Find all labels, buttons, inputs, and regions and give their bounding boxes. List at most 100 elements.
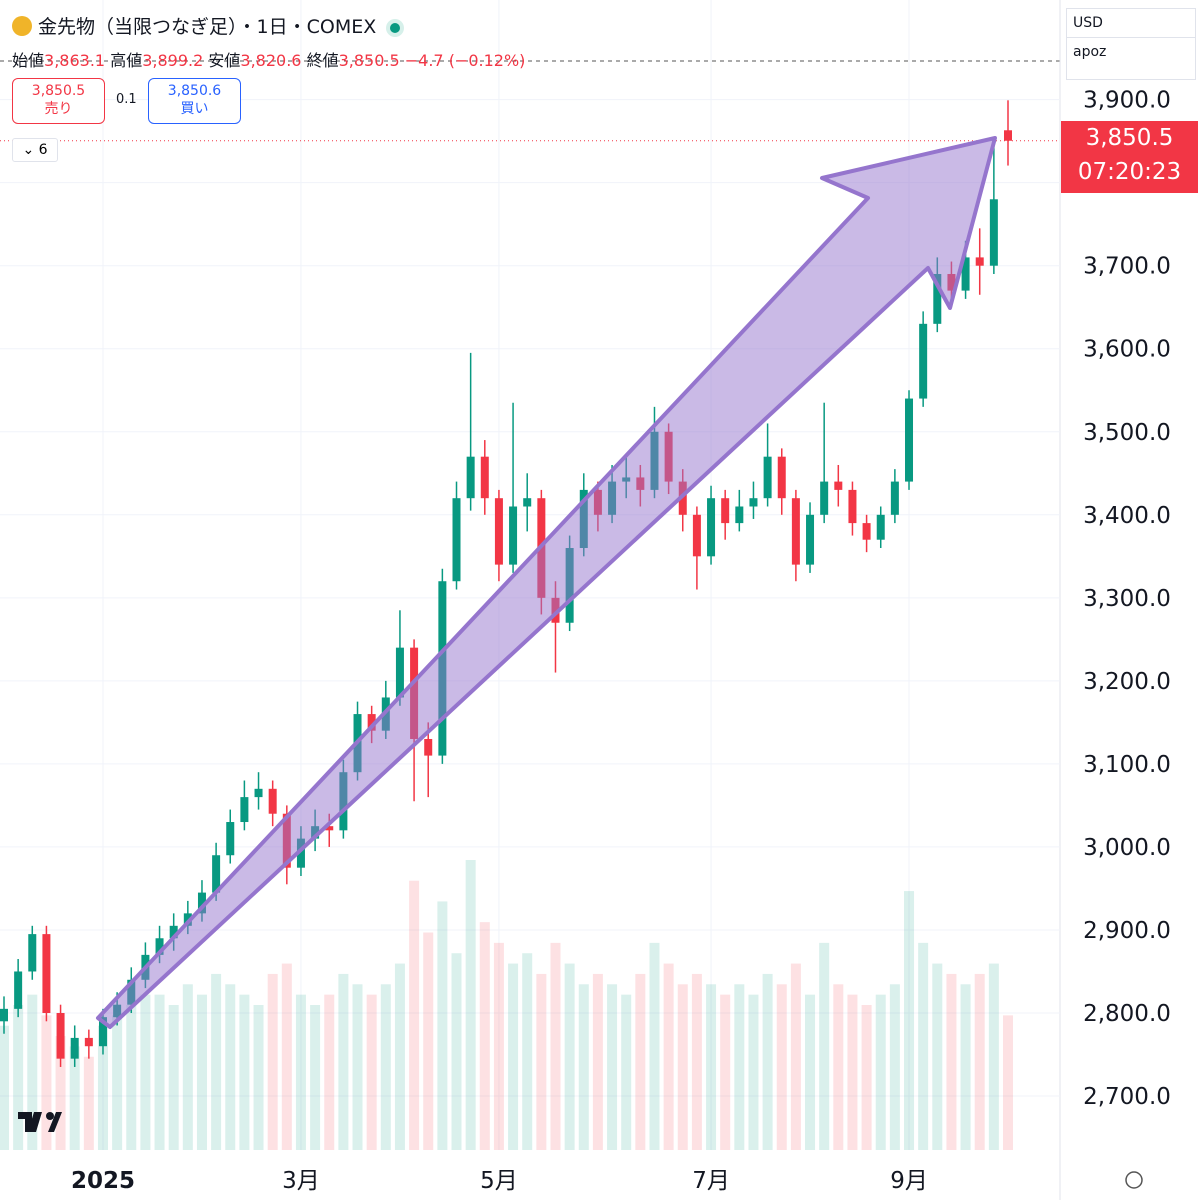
volume-bar bbox=[493, 942, 504, 1150]
candle-body bbox=[424, 738, 433, 756]
label: 終値 bbox=[306, 51, 339, 70]
value: 3,820.6 bbox=[240, 51, 302, 70]
x-tick-label: 3月 bbox=[282, 1168, 320, 1194]
indicator-count: 6 bbox=[38, 142, 48, 158]
volume-bar bbox=[720, 994, 731, 1150]
last-price: 3,850.5 bbox=[1085, 124, 1174, 151]
volume-bar bbox=[904, 891, 915, 1150]
y-tick-label: 2,700.0 bbox=[1083, 1084, 1171, 1110]
candle-body bbox=[367, 714, 376, 731]
volume-bar bbox=[691, 973, 702, 1150]
market-status bbox=[390, 23, 401, 33]
volume-bar bbox=[522, 953, 533, 1150]
candle-body bbox=[325, 826, 334, 831]
volume-bar bbox=[239, 994, 250, 1150]
y-tick-label: 3,900.0 bbox=[1083, 88, 1171, 114]
volume-bar bbox=[889, 984, 900, 1150]
volume-bar bbox=[861, 1005, 872, 1150]
candle-body bbox=[1004, 130, 1012, 141]
volume-bar bbox=[253, 1005, 264, 1150]
volume-bar bbox=[437, 901, 448, 1150]
candle-body bbox=[14, 971, 23, 1009]
volume-bar bbox=[635, 973, 646, 1150]
y-tick-label: 3,200.0 bbox=[1083, 669, 1171, 695]
candle-body bbox=[268, 788, 277, 814]
buy-button[interactable]: 3,850.6 買い bbox=[148, 78, 241, 124]
volume-bar bbox=[281, 963, 292, 1150]
volume-bar bbox=[394, 963, 405, 1150]
unit: apoz bbox=[1067, 37, 1195, 66]
y-tick-label: 3,500.0 bbox=[1083, 420, 1171, 446]
volume-bar bbox=[946, 973, 957, 1150]
y-tick-label: 3,000.0 bbox=[1083, 835, 1171, 861]
volume-bar bbox=[706, 984, 717, 1150]
volume-bar bbox=[918, 942, 929, 1150]
volume-bar bbox=[776, 984, 787, 1150]
candle-body bbox=[834, 481, 843, 490]
settings-icon[interactable] bbox=[1125, 1171, 1143, 1189]
volume-bar bbox=[182, 984, 193, 1150]
candle-body bbox=[452, 498, 461, 582]
candle-body bbox=[777, 456, 786, 499]
volume-bar bbox=[479, 922, 490, 1150]
candle-body bbox=[509, 506, 518, 565]
candle-body bbox=[989, 199, 998, 266]
candle-body bbox=[975, 257, 984, 266]
candle-body bbox=[395, 647, 404, 698]
volume-bar bbox=[734, 984, 745, 1150]
candle-body bbox=[494, 498, 503, 565]
buy-label: 買い bbox=[180, 101, 209, 117]
volume-bar bbox=[83, 1056, 94, 1150]
candle-body bbox=[735, 506, 744, 524]
buy-price: 3,850.6 bbox=[167, 83, 222, 99]
tv-logo bbox=[18, 1112, 62, 1132]
volume-bar bbox=[974, 973, 985, 1150]
volume-bar bbox=[508, 963, 519, 1150]
candle-body bbox=[466, 456, 475, 499]
indicators-toggle[interactable]: ⌄ 6 bbox=[12, 138, 58, 162]
candle-body bbox=[226, 822, 235, 856]
label: 始値 bbox=[12, 51, 45, 70]
volume-bar bbox=[295, 994, 306, 1150]
volume-bar bbox=[338, 973, 349, 1150]
volume-bar bbox=[748, 994, 759, 1150]
volume-bar bbox=[196, 994, 207, 1150]
y-tick-label: 2,900.0 bbox=[1083, 918, 1171, 944]
y-tick-label: 3,300.0 bbox=[1083, 586, 1171, 612]
candle-body bbox=[56, 1012, 65, 1059]
volume-bar bbox=[69, 1046, 80, 1150]
volume-bar bbox=[0, 1025, 9, 1150]
volume-bar bbox=[451, 953, 462, 1150]
volume-bar bbox=[790, 963, 801, 1150]
currency-box[interactable]: USD apoz bbox=[1066, 8, 1196, 80]
candle-body bbox=[820, 481, 829, 515]
title: 金先物（当限つなぎ足）・1日・COMEX bbox=[38, 16, 377, 38]
candle-body bbox=[763, 456, 772, 499]
candle-body bbox=[707, 498, 716, 557]
title-row: 金先物（当限つなぎ足）・1日・COMEX bbox=[12, 12, 401, 39]
y-tick-label: 3,600.0 bbox=[1083, 337, 1171, 363]
value: 3,850.5 bbox=[338, 51, 400, 70]
candle-body bbox=[212, 855, 221, 893]
volume-bar bbox=[988, 963, 999, 1150]
candle-body bbox=[791, 498, 800, 565]
x-tick-label: 9月 bbox=[890, 1168, 928, 1194]
volume-bar bbox=[677, 984, 688, 1150]
candle-body bbox=[890, 481, 899, 515]
volume-bar bbox=[13, 1005, 24, 1150]
candle-body bbox=[254, 788, 263, 798]
sell-price: 3,850.5 bbox=[31, 83, 86, 99]
volume-bar bbox=[550, 942, 561, 1150]
volume-bar bbox=[536, 973, 547, 1150]
volume-bar bbox=[465, 860, 476, 1150]
volume-bar bbox=[324, 994, 335, 1150]
volume-bar bbox=[27, 994, 38, 1150]
volume-bar bbox=[592, 973, 603, 1150]
volume-bar bbox=[621, 994, 632, 1150]
volume-bar bbox=[154, 994, 165, 1150]
candle-body bbox=[28, 934, 37, 972]
candle-body bbox=[480, 456, 489, 499]
sell-button[interactable]: 3,850.5 売り bbox=[12, 78, 105, 124]
volume-bar bbox=[578, 984, 589, 1150]
